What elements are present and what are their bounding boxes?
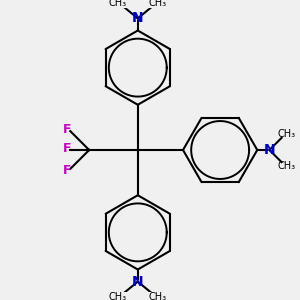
Text: N: N: [132, 11, 144, 25]
Text: F: F: [63, 142, 72, 155]
Text: F: F: [63, 164, 72, 177]
Text: CH₃: CH₃: [149, 292, 167, 300]
Text: CH₃: CH₃: [149, 0, 167, 8]
Text: CH₃: CH₃: [109, 0, 127, 8]
Text: N: N: [132, 275, 144, 289]
Text: CH₃: CH₃: [109, 292, 127, 300]
Text: CH₃: CH₃: [278, 161, 296, 171]
Text: N: N: [264, 143, 275, 157]
Text: CH₃: CH₃: [278, 129, 296, 139]
Text: F: F: [63, 123, 72, 136]
